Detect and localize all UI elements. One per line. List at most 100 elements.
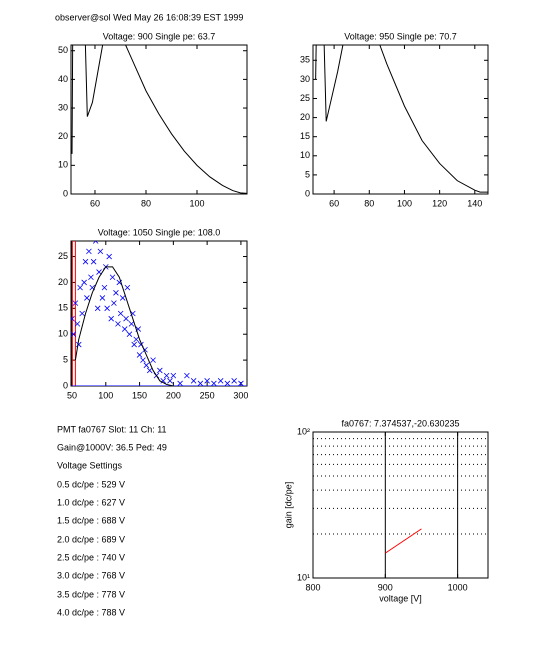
data-point: [75, 341, 82, 348]
header: observer@sol Wed May 26 16:08:39 EST 199…: [55, 12, 243, 22]
data-point: [167, 378, 173, 384]
x-axis-label: voltage [V]: [379, 593, 422, 603]
info-line: 4.0 dc/pe : 788 V: [57, 607, 125, 617]
info-line: 2.0 dc/pe : 689 V: [57, 534, 125, 544]
data-point: [117, 310, 124, 317]
data-point: [99, 295, 106, 301]
data-point: [82, 258, 89, 265]
info-line: Gain@1000V: 36.5 Ped: 49: [57, 442, 167, 452]
data-point: [197, 380, 204, 386]
y-tick-label: 5: [305, 169, 310, 179]
data-point: [108, 315, 114, 322]
info-line: PMT fa0767 Slot: 11 Ch: 11: [57, 424, 167, 434]
x-tick-label: 100: [397, 198, 412, 208]
y-tick-label: 10²: [297, 426, 310, 436]
data-point: [96, 269, 102, 275]
x-tick-label: 50: [67, 390, 77, 400]
data-point: [224, 380, 231, 386]
chart-title: fa0767: 7.374537,-20.630235: [341, 418, 459, 428]
x-tick-label: 60: [329, 198, 339, 208]
x-tick-label: 800: [305, 582, 320, 592]
x-tick-label: 80: [141, 198, 151, 208]
data-point: [79, 310, 85, 317]
x-tick-label: 60: [90, 198, 100, 208]
info-line: Voltage Settings: [57, 460, 123, 470]
y-tick-label: 40: [58, 74, 68, 84]
y-tick-label: 20: [58, 277, 68, 287]
data-point: [115, 321, 121, 327]
x-tick-label: 200: [166, 390, 181, 400]
data-point: [72, 300, 79, 306]
y-axis-label: gain [dc/pe]: [283, 482, 293, 529]
y-tick-label: 5: [63, 354, 68, 364]
data-point: [101, 284, 108, 291]
data-point: [123, 315, 129, 322]
chart-title: Voltage: 950 Single pe: 70.7: [344, 31, 457, 41]
info-line: 0.5 dc/pe : 529 V: [57, 479, 125, 489]
data-point: [84, 295, 90, 301]
x-tick-label: 250: [200, 390, 215, 400]
info-line: 1.0 dc/pe : 627 V: [57, 497, 125, 507]
y-tick-label: 15: [58, 303, 68, 313]
x-tick-label: 900: [378, 582, 393, 592]
data-point: [190, 378, 197, 384]
y-tick-label: 10: [58, 329, 68, 339]
axes-frame: [312, 44, 489, 195]
data-point: [231, 378, 237, 384]
axes-frame: [70, 44, 248, 195]
x-tick-label: 150: [132, 390, 147, 400]
data-point: [177, 380, 183, 386]
data-point: [113, 290, 119, 296]
data-point: [106, 253, 112, 260]
data-point: [133, 336, 139, 343]
y-tick-label: 10¹: [297, 572, 310, 582]
x-tick-label: 80: [364, 198, 374, 208]
data-point: [157, 367, 163, 374]
data-point: [204, 378, 210, 384]
y-tick-label: 30: [58, 102, 68, 112]
data-point: [77, 284, 83, 291]
data-point: [170, 372, 177, 379]
x-tick-label: 100: [98, 390, 113, 400]
y-tick-label: 10: [300, 150, 310, 160]
data-point: [217, 378, 224, 384]
y-tick-label: 30: [300, 74, 310, 84]
data-point: [74, 321, 81, 327]
x-tick-label: 120: [432, 198, 447, 208]
data-point: [124, 284, 131, 291]
x-tick-label: 300: [233, 390, 248, 400]
data-point: [94, 305, 101, 312]
data-point: [140, 357, 146, 363]
data-point: [71, 315, 75, 322]
data-point: [97, 248, 104, 255]
data-point: [88, 274, 94, 281]
subplot: Voltage: 1050 Single pe: 108.0 50 100 150 20…: [58, 227, 248, 400]
plot-area: [384, 432, 459, 578]
data-point: [136, 352, 143, 358]
y-tick-label: 10: [58, 160, 68, 170]
y-tick-label: 35: [300, 55, 310, 65]
data-point: [160, 378, 167, 384]
data-line: [315, 45, 488, 193]
x-tick-label: 140: [467, 198, 482, 208]
chart-title: Voltage: 900 Single pe: 63.7: [103, 31, 216, 41]
x-tick-label: 100: [189, 198, 204, 208]
chart-title: Voltage: 1050 Single pe: 108.0: [98, 227, 221, 237]
data-point: [126, 331, 133, 337]
data-point: [150, 357, 156, 363]
data-point: [211, 380, 217, 386]
data-point: [119, 295, 126, 301]
subplot: Voltage: 950 Single pe: 70.7 60 80 100 120 14…: [300, 31, 489, 208]
info-line: 1.5 dc/pe : 688 V: [57, 515, 125, 525]
x-tick-label: 1000: [448, 582, 468, 592]
data-line: [385, 528, 422, 554]
data-point: [104, 305, 110, 312]
data-line: [74, 266, 174, 386]
data-point: [92, 241, 99, 244]
y-tick-label: 20: [58, 131, 68, 141]
data-point: [111, 300, 117, 306]
data-point: [109, 274, 116, 281]
data-point: [131, 341, 137, 348]
y-tick-label: 20: [300, 112, 310, 122]
